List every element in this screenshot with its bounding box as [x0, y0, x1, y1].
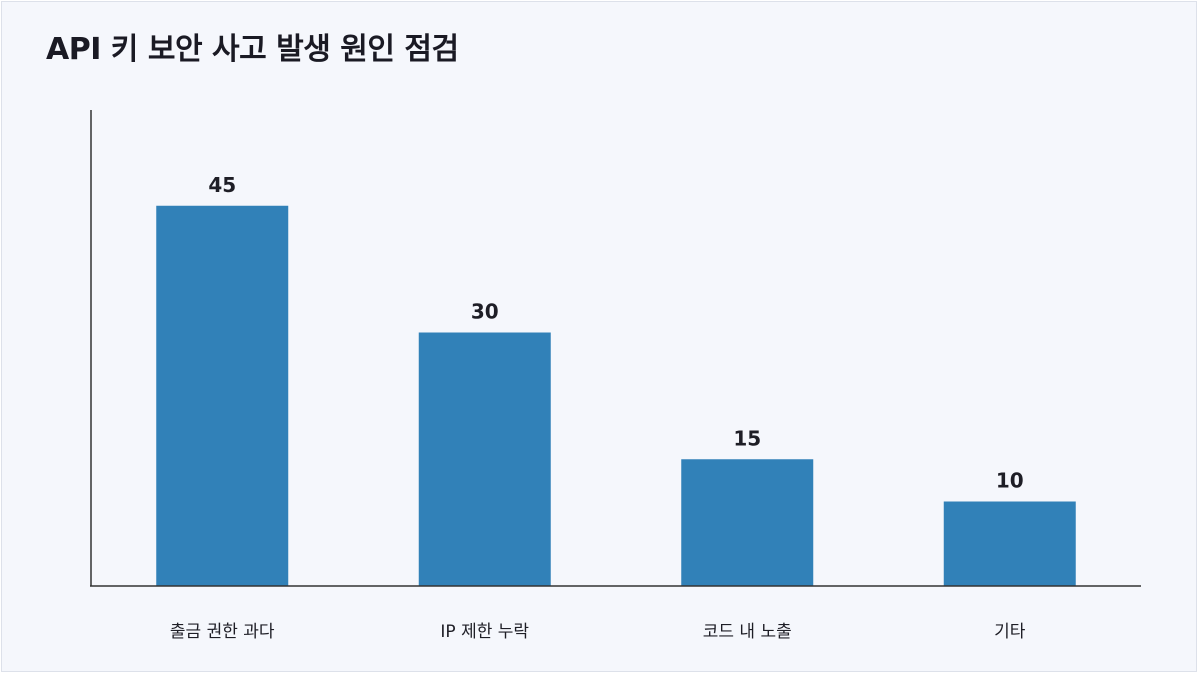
- chart-title: API 키 보안 사고 발생 원인 점검: [46, 32, 459, 67]
- value-labels-group: 45 30 15 10: [208, 173, 1023, 493]
- bar-3: [681, 459, 814, 586]
- bar-value-label: 45: [208, 173, 236, 197]
- x-tick-label: 기타: [994, 622, 1026, 642]
- bar-value-label: 10: [996, 469, 1024, 493]
- x-tick-labels-group: 출금 권한 과다 IP 제한 누락 코드 내 노출 기타: [170, 622, 1026, 642]
- x-tick-label: 출금 권한 과다: [170, 622, 275, 642]
- x-tick-label: IP 제한 누락: [440, 622, 529, 642]
- bars-group: [156, 205, 1076, 586]
- bar-value-label: 30: [471, 300, 499, 324]
- bar-2: [418, 332, 551, 586]
- bar-1: [156, 205, 289, 586]
- bar-value-label: 15: [733, 426, 761, 450]
- x-tick-label: 코드 내 노출: [703, 622, 792, 642]
- bar-4: [943, 501, 1076, 586]
